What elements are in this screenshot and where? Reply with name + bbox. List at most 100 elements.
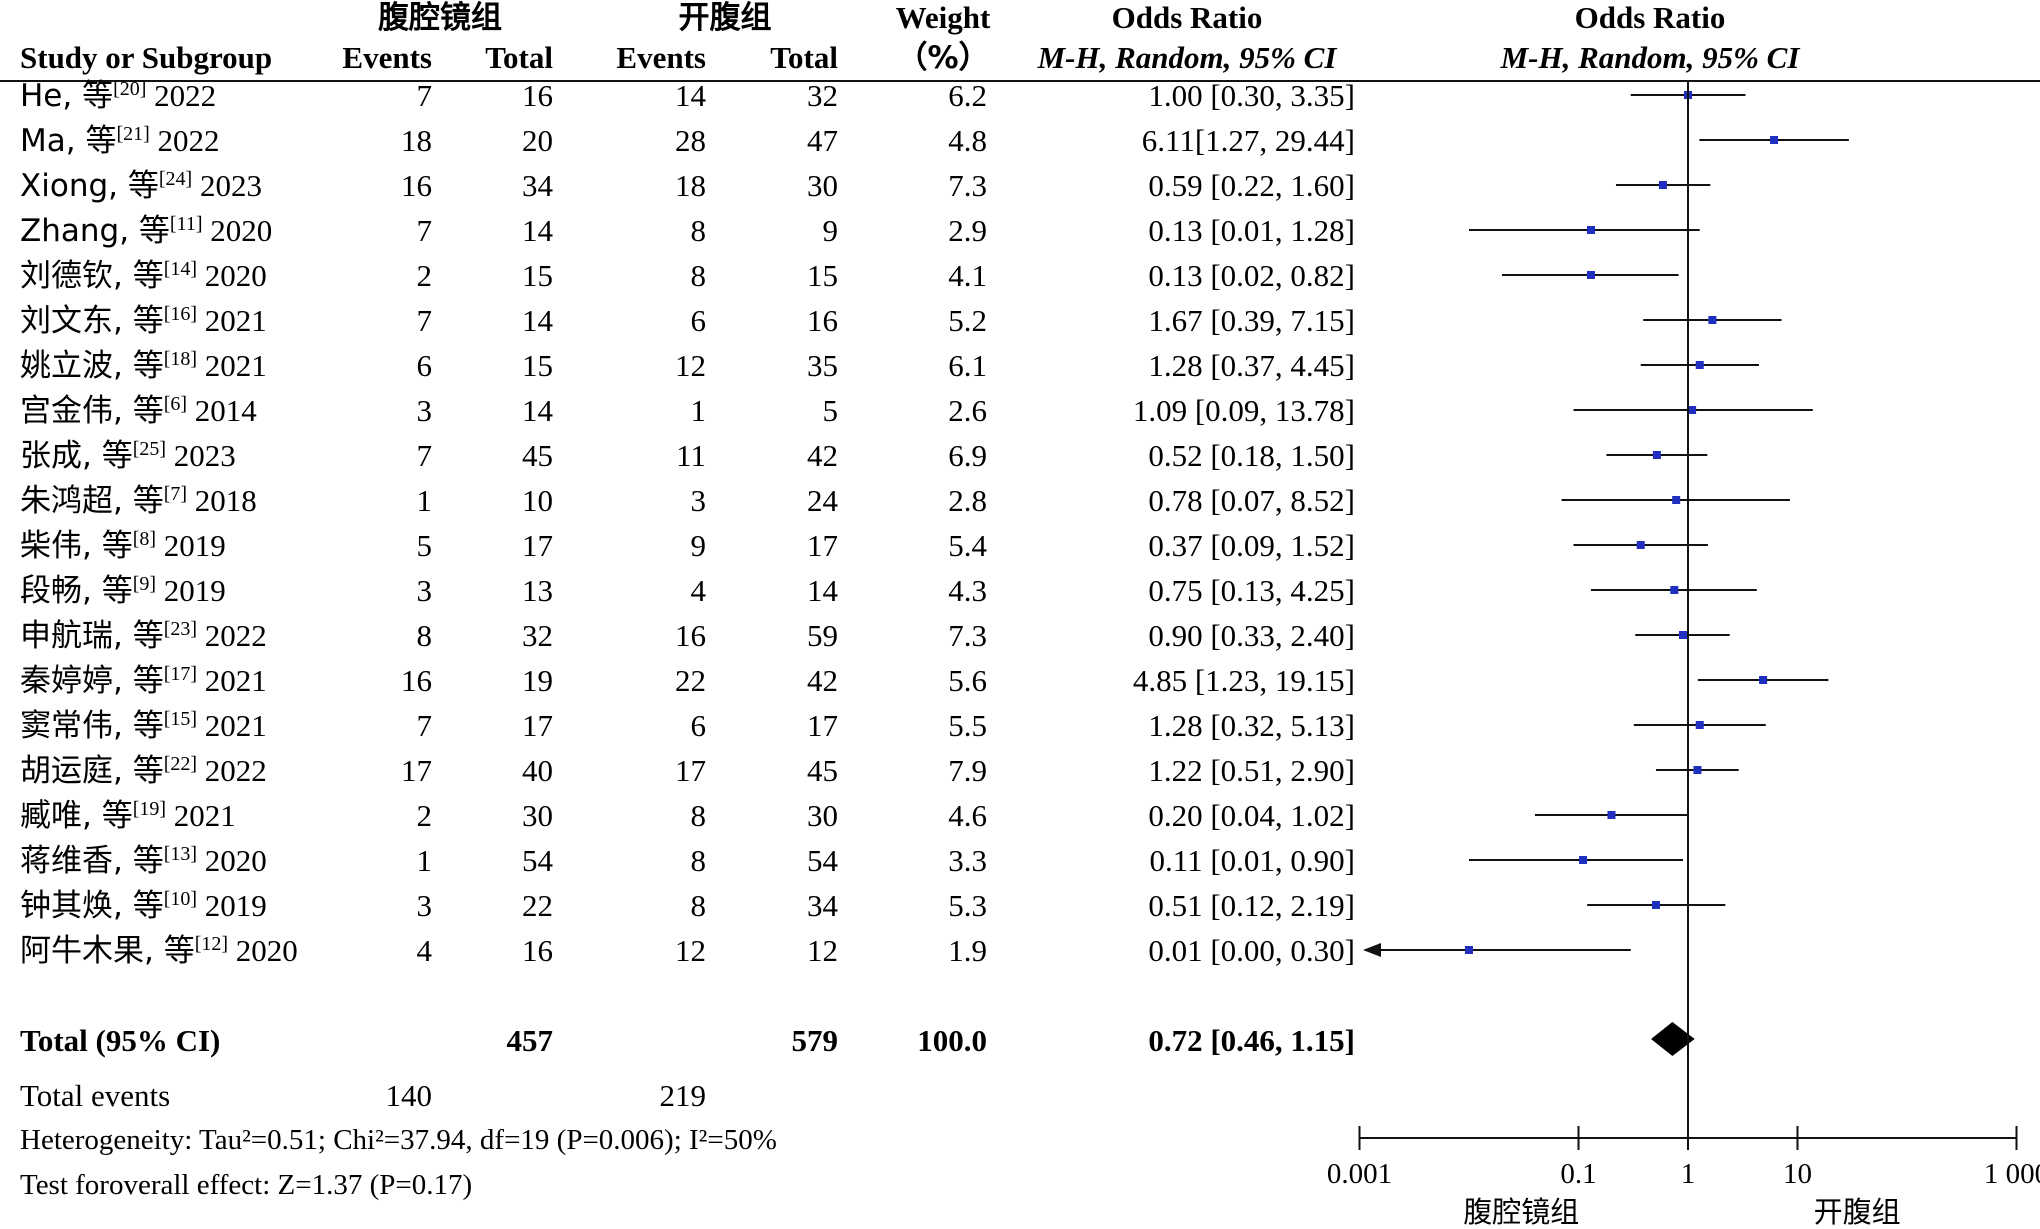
weight-value: 4.1 (948, 258, 987, 293)
plot-area: 0.001 0.1 1 10 1 000 腹腔镜组 开腹组 (1327, 81, 2040, 1229)
odds-ratio-ci: 1.28 [0.32, 5.13] (1148, 708, 1355, 743)
total-group2: 59 (807, 618, 838, 653)
or-header: Odds Ratio (1112, 0, 1263, 35)
point-marker (1695, 361, 1704, 369)
study-label: 申航瑞, 等[23] 2022 (20, 618, 267, 654)
events-group1: 2 (417, 258, 433, 293)
events-group2: 8 (691, 213, 707, 248)
total-group1: 13 (522, 573, 553, 608)
study-label: 段畅, 等[9] 2019 (20, 573, 226, 609)
total-group2: 42 (807, 438, 838, 473)
events-group2: 1 (691, 393, 707, 428)
point-marker (1672, 496, 1681, 504)
events-group2: 6 (691, 303, 707, 338)
group1-header: 腹腔镜组 (378, 0, 502, 36)
total-events-group1: 140 (386, 1078, 433, 1113)
total-group1: 30 (522, 798, 553, 833)
events-group2: 4 (691, 573, 707, 608)
odds-ratio-ci: 0.01 [0.00, 0.30] (1148, 933, 1355, 968)
study-label: 朱鸿超, 等[7] 2018 (20, 483, 257, 519)
study-label: 刘德钦, 等[14] 2020 (20, 258, 267, 294)
table-row: 蒋维香, 等[13] 2020 1 54 8 54 3.3 0.11 [0.01, 0.90… (20, 843, 1355, 879)
point-marker (1678, 631, 1687, 639)
total-group1: 14 (522, 213, 554, 248)
point-marker (1688, 406, 1697, 414)
total-group1: 20 (522, 123, 553, 158)
odds-ratio-ci: 0.75 [0.13, 4.25] (1148, 573, 1355, 608)
total-group2: 17 (807, 528, 838, 563)
x-tick-label: 1 (1681, 1158, 1696, 1190)
study-label: 张成, 等[25] 2023 (20, 438, 236, 474)
point-marker (1465, 946, 1473, 954)
table-row: Zhang, 等[11] 2020 7 14 8 9 2.9 0.13 [0.01, 1.2… (20, 213, 1355, 249)
study-label: 窦常伟, 等[15] 2021 (20, 708, 267, 744)
x-label-right: 开腹组 (1814, 1195, 1901, 1229)
total-group2: 30 (807, 798, 838, 833)
study-label: 阿牛木果, 等[12] 2020 (20, 933, 298, 969)
weight-value: 2.9 (948, 213, 987, 248)
x-tick-label: 1 000 (1984, 1158, 2040, 1190)
total-group2: 14 (807, 573, 839, 608)
total-group1: 16 (522, 933, 553, 968)
events-group1: 7 (417, 438, 433, 473)
total-group2: 42 (807, 663, 838, 698)
plot-method-header: M-H, Random, 95% CI (1500, 40, 1801, 75)
heterogeneity-text: Heterogeneity: Tau²=0.51; Chi²=37.94, df… (20, 1124, 777, 1156)
odds-ratio-ci: 0.51 [0.12, 2.19] (1148, 888, 1355, 923)
total-group2: 30 (807, 168, 838, 203)
x-label-left: 腹腔镜组 (1463, 1195, 1579, 1229)
events-group2: 18 (675, 168, 706, 203)
study-label: 秦婷婷, 等[17] 2021 (20, 663, 267, 699)
table-row: 柴伟, 等[8] 2019 5 17 9 17 5.4 0.37 [0.09, 1.52] (20, 528, 1355, 564)
total-group1: 54 (522, 843, 554, 878)
point-marker (1607, 811, 1616, 819)
odds-ratio-ci: 1.09 [0.09, 13.78] (1133, 393, 1355, 428)
study-label: Xiong, 等[24] 2023 (20, 168, 262, 204)
point-marker (1586, 271, 1595, 279)
odds-ratio-ci: 0.11 [0.01, 0.90] (1150, 843, 1356, 878)
events-group2: 14 (675, 78, 707, 113)
total-group2: 45 (807, 753, 838, 788)
overall-effect-text: Test foroverall effect: Z=1.37 (P=0.17) (20, 1169, 472, 1201)
point-marker (1636, 541, 1645, 549)
odds-ratio-ci: 0.59 [0.22, 1.60] (1148, 168, 1355, 203)
table-row: Ma, 等[21] 2022 18 20 28 47 4.8 6.11[1.27, 29.4… (20, 123, 1355, 159)
point-marker (1695, 721, 1704, 729)
study-label: 柴伟, 等[8] 2019 (20, 528, 226, 564)
weight-value: 4.6 (948, 798, 987, 833)
events1-header: Events (342, 40, 432, 75)
odds-ratio-ci: 4.85 [1.23, 19.15] (1133, 663, 1355, 698)
study-label: He, 等[20] 2022 (20, 78, 216, 114)
point-marker (1651, 901, 1660, 909)
total-group2: 32 (807, 78, 838, 113)
study-label: Ma, 等[21] 2022 (20, 123, 220, 159)
weight-value: 4.3 (948, 573, 987, 608)
point-marker (1708, 316, 1717, 324)
events-group2: 12 (675, 348, 706, 383)
events-group2: 17 (675, 753, 706, 788)
total-group2: 9 (823, 213, 839, 248)
events-group1: 18 (401, 123, 432, 158)
total-group2: 12 (807, 933, 838, 968)
events-group1: 2 (417, 798, 433, 833)
events-group2: 8 (691, 843, 707, 878)
odds-ratio-ci: 0.37 [0.09, 1.52] (1148, 528, 1355, 563)
total-group1: 10 (522, 483, 553, 518)
table-row: 阿牛木果, 等[12] 2020 4 16 12 12 1.9 0.01 [0.00, 0.… (20, 933, 1355, 969)
total-group1: 40 (522, 753, 553, 788)
total-events-group2: 219 (660, 1078, 707, 1113)
weight-value: 5.6 (948, 663, 987, 698)
events-group1: 7 (417, 78, 433, 113)
table-row: 刘德钦, 等[14] 2020 2 15 8 15 4.1 0.13 [0.02, 0.82… (20, 258, 1355, 294)
point-marker (1693, 766, 1702, 774)
events-group2: 6 (691, 708, 707, 743)
events-group1: 3 (417, 393, 433, 428)
study-label: 蒋维香, 等[13] 2020 (20, 843, 267, 879)
total-group1: 22 (522, 888, 553, 923)
odds-ratio-ci: 0.90 [0.33, 2.40] (1148, 618, 1355, 653)
odds-ratio-ci: 0.52 [0.18, 1.50] (1148, 438, 1355, 473)
events-group1: 1 (417, 483, 433, 518)
total-group2: 47 (807, 123, 838, 158)
odds-ratio-ci: 6.11[1.27, 29.44] (1142, 123, 1355, 158)
